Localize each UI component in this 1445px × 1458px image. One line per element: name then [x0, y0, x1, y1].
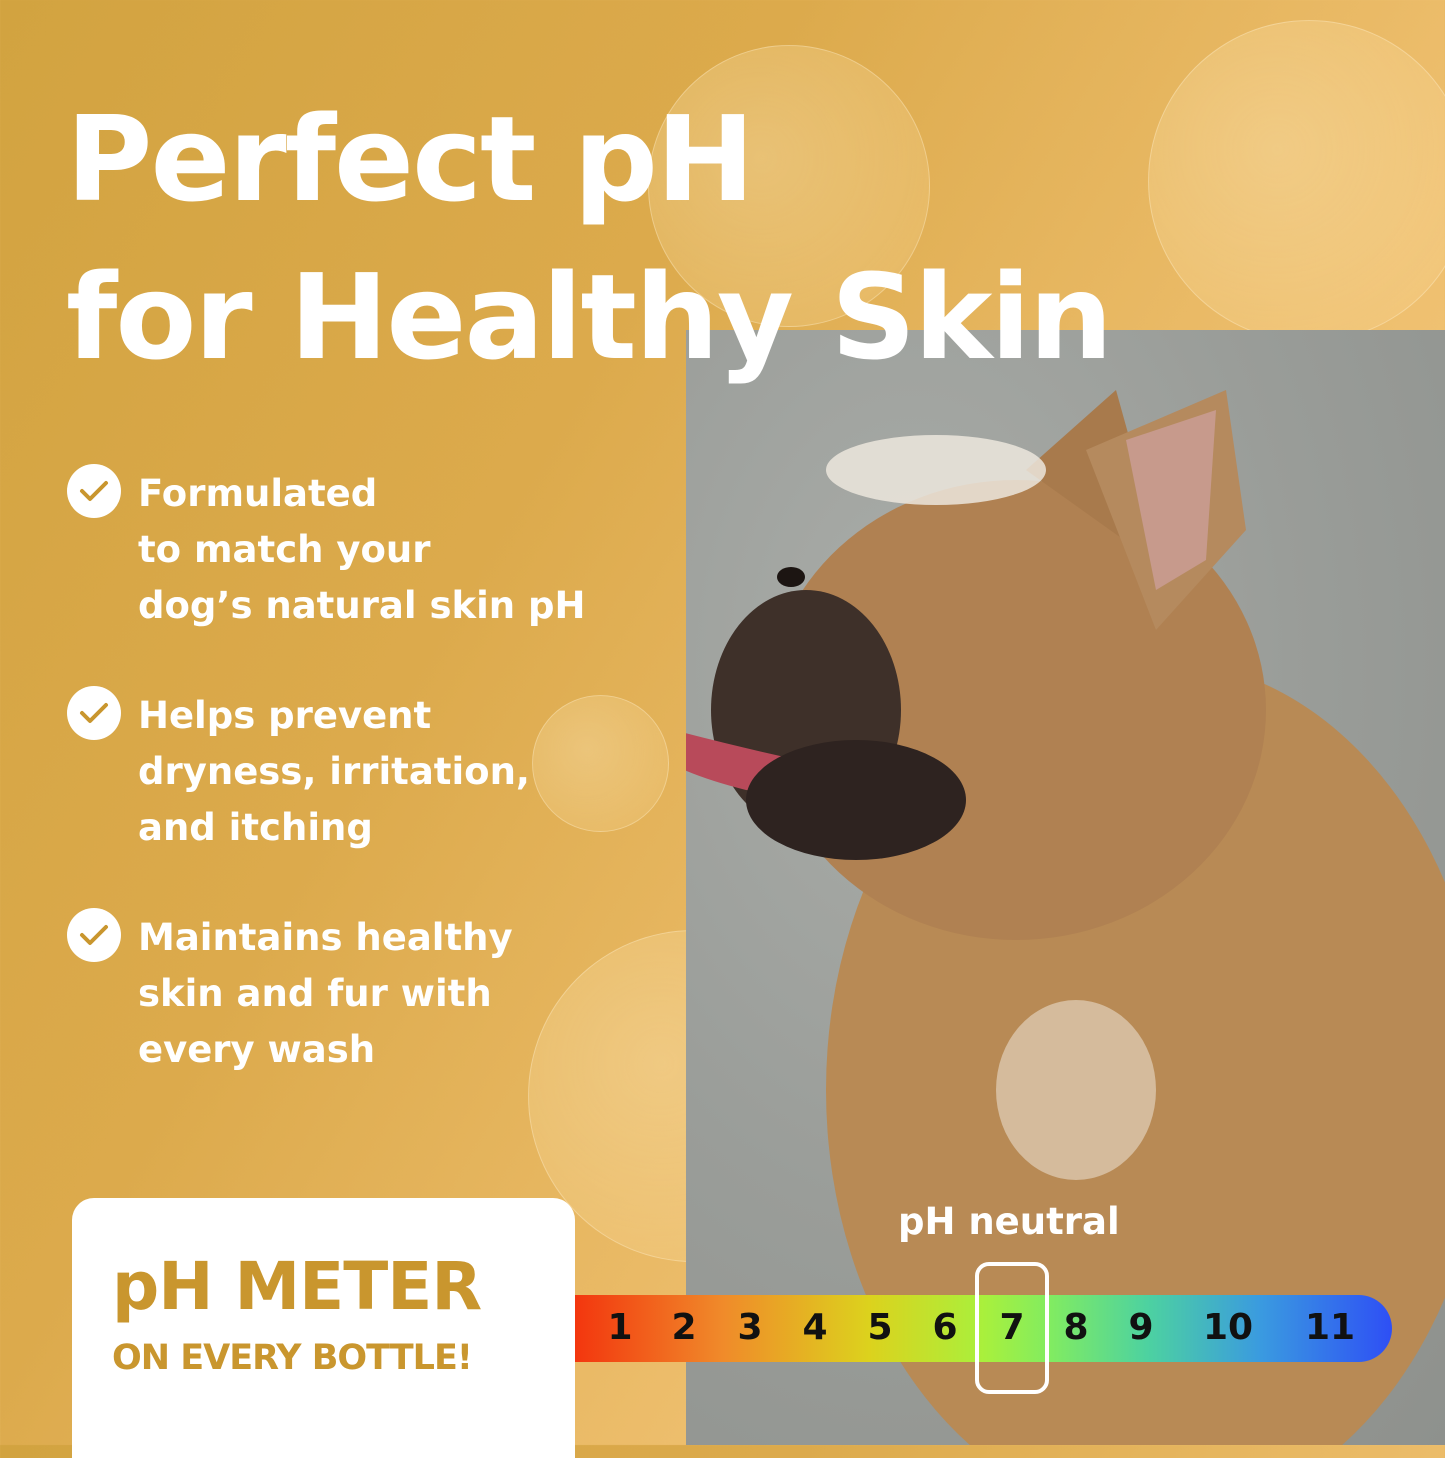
benefit-text: dog’s natural skin pH — [138, 584, 586, 627]
dog-photo — [686, 330, 1445, 1445]
benefit-text: Formulated — [138, 472, 378, 515]
benefit-text: Helps prevent — [138, 694, 432, 737]
check-circle-icon — [67, 464, 121, 518]
bubble-decoration — [1148, 20, 1445, 342]
ph-meter-subtitle: ON EVERY BOTTLE! — [112, 1338, 473, 1378]
benefit-text: every wash — [138, 1028, 376, 1071]
ph-scale-number: 7 — [999, 1307, 1025, 1348]
benefit-text: to match your — [138, 528, 431, 571]
benefit-item: Formulated to match your dog’s natural ski… — [67, 464, 586, 634]
ph-meter-badge: pH METER ON EVERY BOTTLE! — [72, 1198, 575, 1458]
ph-scale-number: 9 — [1128, 1307, 1154, 1348]
check-circle-icon — [67, 686, 121, 740]
ph-scale-number: 5 — [867, 1307, 893, 1348]
ph-scale-number: 10 — [1202, 1307, 1254, 1348]
ph-scale-bar — [575, 1295, 1392, 1362]
benefit-item: Maintains healthy skin and fur with every … — [67, 908, 513, 1078]
bubble-decoration — [532, 695, 669, 832]
ph-scale-number: 2 — [671, 1307, 697, 1348]
headline: Perfect pH for Healthy Skin — [66, 80, 1113, 396]
ph-scale-number: 1 — [607, 1307, 633, 1348]
headline-line-2: for Healthy Skin — [66, 248, 1113, 386]
headline-line-1: Perfect pH — [66, 90, 755, 228]
benefit-text: dryness, irritation, — [138, 750, 530, 793]
check-circle-icon — [67, 908, 121, 962]
benefit-text: Maintains healthy — [138, 916, 513, 959]
ph-scale-number: 11 — [1304, 1307, 1356, 1348]
bubble-decoration — [648, 45, 930, 327]
ph-scale-number: 4 — [802, 1307, 828, 1348]
ph-scale-number: 8 — [1063, 1307, 1089, 1348]
ph-neutral-highlight — [975, 1262, 1049, 1394]
benefit-text: skin and fur with — [138, 972, 492, 1015]
ph-scale-number: 6 — [932, 1307, 958, 1348]
ph-scale-number: 3 — [737, 1307, 763, 1348]
ph-neutral-label: pH neutral — [898, 1200, 1120, 1243]
benefit-text: and itching — [138, 806, 373, 849]
benefit-item: Helps prevent dryness, irritation, and itc… — [67, 686, 530, 856]
ph-meter-title: pH METER — [112, 1248, 482, 1325]
